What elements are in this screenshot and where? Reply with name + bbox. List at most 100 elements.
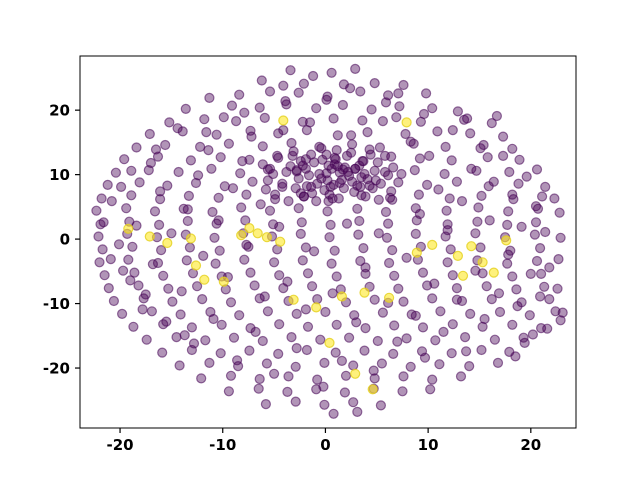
data-point <box>435 306 446 317</box>
data-point <box>477 321 488 332</box>
data-point <box>374 142 385 153</box>
data-point <box>498 131 509 142</box>
data-point <box>331 145 342 156</box>
data-point <box>162 237 173 249</box>
data-point <box>244 223 255 234</box>
data-point <box>372 335 383 347</box>
data-point <box>216 319 227 330</box>
data-point <box>302 321 314 332</box>
data-point <box>430 335 441 346</box>
data-point <box>332 130 343 141</box>
data-point <box>235 168 246 179</box>
data-point <box>326 67 337 78</box>
data-point <box>451 176 462 187</box>
data-point <box>320 306 331 318</box>
data-point <box>381 232 393 243</box>
data-point <box>488 176 499 187</box>
data-point <box>421 88 432 99</box>
data-point <box>316 173 327 184</box>
data-point <box>427 103 438 114</box>
y-tick-label: 10 <box>49 166 70 184</box>
data-point <box>167 296 178 307</box>
data-point <box>345 83 356 94</box>
data-point <box>174 360 185 371</box>
data-point <box>539 281 550 292</box>
data-point <box>209 232 220 243</box>
data-point <box>494 306 506 318</box>
data-point <box>298 78 309 89</box>
data-point <box>137 304 148 315</box>
data-point <box>418 108 430 120</box>
data-point <box>405 361 416 372</box>
data-point <box>441 205 452 216</box>
data-point <box>347 139 358 150</box>
data-point <box>293 203 304 214</box>
data-point <box>367 384 378 395</box>
data-point <box>507 271 518 282</box>
data-point <box>180 103 191 115</box>
data-point <box>360 191 371 202</box>
data-point <box>321 149 332 160</box>
data-point <box>377 307 388 318</box>
data-point <box>470 228 481 239</box>
data-point <box>264 163 276 174</box>
data-point <box>475 143 486 154</box>
data-point <box>204 357 215 368</box>
data-point <box>319 399 330 410</box>
data-point <box>357 115 368 126</box>
data-point <box>278 80 289 91</box>
data-point <box>204 92 215 104</box>
data-point <box>157 347 168 358</box>
data-point <box>273 128 284 139</box>
data-point <box>386 186 397 197</box>
data-point <box>442 257 453 268</box>
data-point <box>344 332 355 343</box>
data-point <box>484 215 495 226</box>
data-point <box>134 177 145 188</box>
y-tick-label: -10 <box>43 295 70 313</box>
data-point <box>401 333 412 344</box>
data-point <box>264 205 276 216</box>
data-point <box>257 335 268 347</box>
data-point <box>311 196 322 207</box>
data-point <box>208 313 219 325</box>
data-point <box>489 334 500 345</box>
data-point <box>154 219 165 230</box>
data-point <box>466 241 477 252</box>
data-point <box>245 267 256 278</box>
data-point <box>326 258 337 269</box>
data-point <box>301 344 312 356</box>
data-point <box>273 348 284 359</box>
data-point <box>349 186 360 198</box>
data-point <box>307 188 318 199</box>
data-point <box>481 281 492 292</box>
data-point <box>531 164 543 175</box>
data-point <box>103 283 114 294</box>
data-point <box>486 294 497 305</box>
data-point <box>529 229 541 240</box>
data-point <box>323 160 334 171</box>
data-point <box>123 223 134 234</box>
data-point <box>337 99 348 111</box>
data-point <box>411 247 422 258</box>
data-point <box>264 86 276 97</box>
data-point <box>155 194 166 205</box>
data-point <box>297 116 308 127</box>
data-point <box>503 249 514 260</box>
data-point <box>158 270 169 281</box>
data-point <box>536 191 548 202</box>
data-point <box>542 323 553 334</box>
data-point <box>502 258 513 269</box>
data-point <box>339 387 350 398</box>
data-point <box>129 267 140 278</box>
data-point <box>471 165 482 176</box>
data-point <box>476 344 487 356</box>
data-point <box>274 221 285 232</box>
data-point <box>186 322 197 333</box>
data-point <box>312 374 323 385</box>
data-point <box>321 94 332 105</box>
data-point <box>282 386 293 397</box>
data-point <box>160 139 171 151</box>
data-point <box>486 117 497 129</box>
data-point <box>268 219 279 230</box>
